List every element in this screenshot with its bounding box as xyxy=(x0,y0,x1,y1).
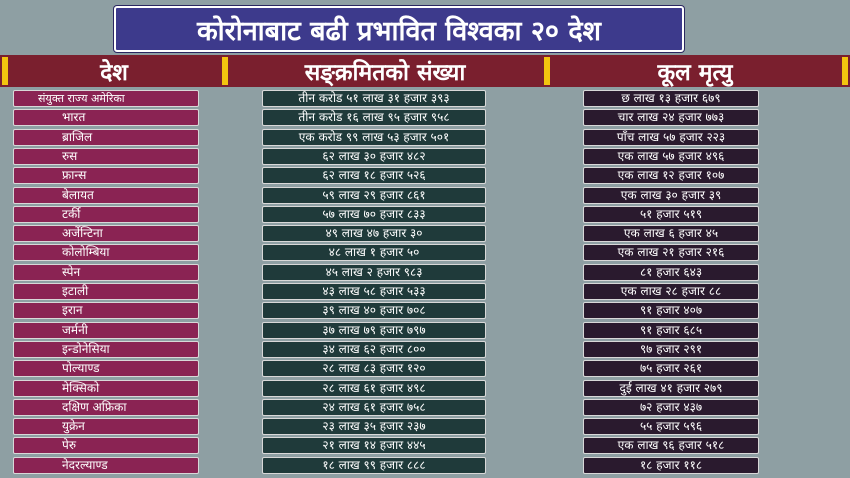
country-cell: स्पेन xyxy=(13,263,199,281)
table-row: पेरु २१ लाख १४ हजार ४४५ एक लाख ९६ हजार ५१८ xyxy=(0,437,850,455)
table-row: युक्रेन २३ लाख ३५ हजार २३७ ५५ हजार ५९६ xyxy=(0,418,850,436)
header-accent-bar xyxy=(2,57,8,85)
table-row: रुस ६२ लाख ३० हजार ४८२ एक लाख ५७ हजार ४९६ xyxy=(0,147,850,165)
deaths-cell: पाँच लाख ५७ हजार २२३ xyxy=(583,128,759,146)
header-country: देश xyxy=(100,60,128,86)
page-title: कोरोनाबाट बढी प्रभावित विश्वका २० देश xyxy=(114,6,684,52)
table-row: कोलोम्बिया ४८ लाख १ हजार ५० एक लाख २१ हजार… xyxy=(0,244,850,262)
header-cases: सङ्क्रमितको संख्या xyxy=(304,60,466,86)
deaths-cell: एक लाख ६ हजार ४५ xyxy=(583,225,759,243)
table-row: स्पेन ४५ लाख २ हजार ९८३ ८१ हजार ६४३ xyxy=(0,263,850,281)
cases-cell: तीन करोड ५१ लाख ३१ हजार ३९३ xyxy=(262,90,486,107)
deaths-cell: एक लाख ३० हजार ३९ xyxy=(583,186,759,204)
country-cell: रुस xyxy=(13,147,199,165)
deaths-cell: ९१ हजार ४०७ xyxy=(583,302,759,320)
deaths-cell: दुई लाख ४१ हजार २७९ xyxy=(583,379,759,397)
table-row: बेलायत ५९ लाख २९ हजार ८६१ एक लाख ३० हजार ३… xyxy=(0,186,850,204)
country-cell: इटाली xyxy=(13,283,199,300)
cases-cell: ४८ लाख १ हजार ५० xyxy=(262,244,486,262)
cases-cell: ६२ लाख १८ हजार ५२६ xyxy=(262,167,486,185)
header-accent-bar xyxy=(222,57,228,85)
country-cell: पोल्याण्ड xyxy=(13,360,199,378)
table-row: पोल्याण्ड २८ लाख ८३ हजार १२० ७५ हजार २६१ xyxy=(0,360,850,378)
table-row: नेदरल्याण्ड १८ लाख ९९ हजार ८८८ १८ हजार ११८ xyxy=(0,456,850,474)
cases-cell: ४९ लाख ४७ हजार ३० xyxy=(262,225,486,243)
cases-cell: २४ लाख ६१ हजार ७५८ xyxy=(262,398,486,416)
deaths-cell: ८१ हजार ६४३ xyxy=(583,263,759,281)
header-deaths: कूल मृत्यु xyxy=(657,60,733,86)
cases-cell: तीन करोड १६ लाख ९५ हजार ९५८ xyxy=(262,109,486,127)
cases-cell: २३ लाख ३५ हजार २३७ xyxy=(262,418,486,436)
deaths-cell: एक लाख १२ हजार १०७ xyxy=(583,167,759,185)
table-row: फ्रान्स ६२ लाख १८ हजार ५२६ एक लाख १२ हजार … xyxy=(0,167,850,185)
cases-cell: ३९ लाख ४० हजार ७०८ xyxy=(262,302,486,320)
table-row: इन्डोनेसिया ३४ लाख ६२ हजार ८०० ९७ हजार २९१ xyxy=(0,340,850,358)
country-cell: ब्राजिल xyxy=(13,128,199,146)
country-cell: जर्मनी xyxy=(13,321,199,339)
table-row: संयुक्त राज्य अमेरिका तीन करोड ५१ लाख ३१ … xyxy=(0,90,850,107)
deaths-cell: ५१ हजार ५१९ xyxy=(583,205,759,223)
table-row: टर्की ५७ लाख ७० हजार ८३३ ५१ हजार ५१९ xyxy=(0,205,850,223)
table-row: दक्षिण अफ्रिका २४ लाख ६१ हजार ७५८ ७२ हजार … xyxy=(0,398,850,416)
table-row: भारत तीन करोड १६ लाख ९५ हजार ९५८ चार लाख २… xyxy=(0,109,850,127)
deaths-cell: ९१ हजार ६८५ xyxy=(583,321,759,339)
cases-cell: ६२ लाख ३० हजार ४८२ xyxy=(262,147,486,165)
deaths-cell: ७२ हजार ४३७ xyxy=(583,398,759,416)
table-header: देश सङ्क्रमितको संख्या कूल मृत्यु xyxy=(0,55,850,87)
table-row: ब्राजिल एक करोड ९९ लाख ५३ हजार ५०१ पाँच ला… xyxy=(0,128,850,146)
table-row: इरान ३९ लाख ४० हजार ७०८ ९१ हजार ४०७ xyxy=(0,302,850,320)
country-cell: दक्षिण अफ्रिका xyxy=(13,398,199,416)
header-accent-bar xyxy=(544,57,550,85)
deaths-cell: एक लाख ५७ हजार ४९६ xyxy=(583,147,759,165)
cases-cell: ५९ लाख २९ हजार ८६१ xyxy=(262,186,486,204)
country-cell: युक्रेन xyxy=(13,418,199,436)
deaths-cell: १८ हजार ११८ xyxy=(583,456,759,474)
country-cell: बेलायत xyxy=(13,186,199,204)
table-row: जर्मनी ३७ लाख ७९ हजार ७९७ ९१ हजार ६८५ xyxy=(0,321,850,339)
cases-cell: ४५ लाख २ हजार ९८३ xyxy=(262,263,486,281)
table-row: इटाली ४३ लाख ५८ हजार ५३३ एक लाख २८ हजार ८८ xyxy=(0,283,850,300)
country-cell: इन्डोनेसिया xyxy=(13,340,199,358)
cases-cell: ३४ लाख ६२ हजार ८०० xyxy=(262,340,486,358)
table-row: मेक्सिको २८ लाख ६१ हजार ४९८ दुई लाख ४१ हजा… xyxy=(0,379,850,397)
country-cell: पेरु xyxy=(13,437,199,455)
country-cell: कोलोम्बिया xyxy=(13,244,199,262)
cases-cell: १८ लाख ९९ हजार ८८८ xyxy=(262,456,486,474)
cases-cell: ४३ लाख ५८ हजार ५३३ xyxy=(262,283,486,300)
deaths-cell: ५५ हजार ५९६ xyxy=(583,418,759,436)
country-cell: संयुक्त राज्य अमेरिका xyxy=(13,90,199,107)
deaths-cell: ७५ हजार २६१ xyxy=(583,360,759,378)
deaths-cell: चार लाख २४ हजार ७७३ xyxy=(583,109,759,127)
deaths-cell: एक लाख २८ हजार ८८ xyxy=(583,283,759,300)
cases-cell: २१ लाख १४ हजार ४४५ xyxy=(262,437,486,455)
cases-cell: २८ लाख ८३ हजार १२० xyxy=(262,360,486,378)
table-row: अर्जेन्टिना ४९ लाख ४७ हजार ३० एक लाख ६ हजा… xyxy=(0,225,850,243)
country-cell: मेक्सिको xyxy=(13,379,199,397)
header-accent-bar xyxy=(842,57,848,85)
cases-cell: ५७ लाख ७० हजार ८३३ xyxy=(262,205,486,223)
country-cell: इरान xyxy=(13,302,199,320)
cases-cell: एक करोड ९९ लाख ५३ हजार ५०१ xyxy=(262,128,486,146)
deaths-cell: एक लाख २१ हजार २१६ xyxy=(583,244,759,262)
country-cell: फ्रान्स xyxy=(13,167,199,185)
country-cell: भारत xyxy=(13,109,199,127)
deaths-cell: छ लाख १३ हजार ६७९ xyxy=(583,90,759,107)
deaths-cell: एक लाख ९६ हजार ५१८ xyxy=(583,437,759,455)
country-cell: नेदरल्याण्ड xyxy=(13,456,199,474)
deaths-cell: ९७ हजार २९१ xyxy=(583,340,759,358)
country-cell: टर्की xyxy=(13,205,199,223)
country-cell: अर्जेन्टिना xyxy=(13,225,199,243)
cases-cell: २८ लाख ६१ हजार ४९८ xyxy=(262,379,486,397)
cases-cell: ३७ लाख ७९ हजार ७९७ xyxy=(262,321,486,339)
